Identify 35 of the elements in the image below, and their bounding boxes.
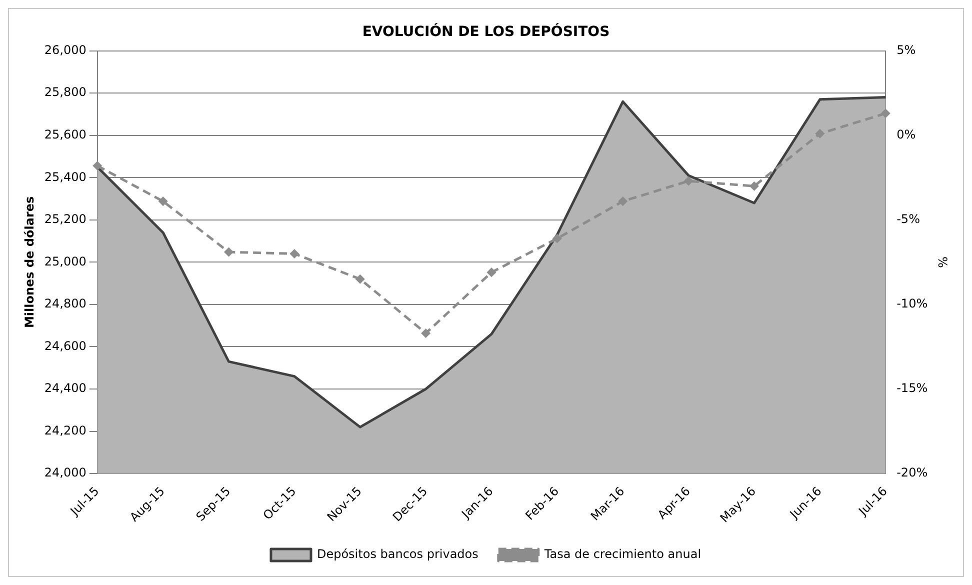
y2-tick-label: -10% [896, 296, 928, 311]
legend-label: Tasa de crecimiento anual [543, 547, 702, 562]
y-axis-title: Millones de dólares [22, 196, 36, 328]
y-tick-label: 26,000 [44, 42, 86, 57]
y-tick-label: 25,400 [44, 170, 86, 184]
point [422, 328, 430, 338]
chart-title: EVOLUCIÓN DE LOS DEPÓSITOS [362, 23, 610, 40]
point [158, 197, 168, 206]
point [816, 129, 824, 138]
point [881, 109, 890, 118]
y-tick-label: 24,200 [44, 423, 86, 438]
y-tick-label: 25,200 [44, 212, 86, 226]
y2-tick-label: -20% [896, 466, 928, 480]
point [224, 248, 234, 256]
point [618, 197, 628, 206]
legend-label: Depósitos bancos privados [316, 547, 478, 562]
point [552, 234, 562, 243]
y-tick-label: 24,400 [44, 381, 86, 396]
point [290, 249, 299, 258]
point [487, 268, 496, 277]
y-tick-label: 25,000 [44, 254, 86, 268]
y2-axis-title: % [936, 256, 950, 268]
y-tick-label: 25,600 [44, 127, 86, 142]
y-tick-label: 24,600 [44, 338, 86, 353]
y-tick-label: 24,800 [44, 296, 86, 311]
y-tick-label: 24,000 [44, 466, 86, 480]
point [684, 176, 693, 186]
y2-tick-label: -5% [896, 212, 920, 226]
y2-tick-label: -15% [896, 381, 928, 396]
point [93, 162, 102, 170]
point [750, 182, 758, 190]
y2-tick-label: 0% [896, 127, 916, 142]
point [356, 274, 364, 284]
y-tick-label: 25,800 [44, 85, 86, 100]
y2-tick-label: 5% [896, 42, 916, 57]
